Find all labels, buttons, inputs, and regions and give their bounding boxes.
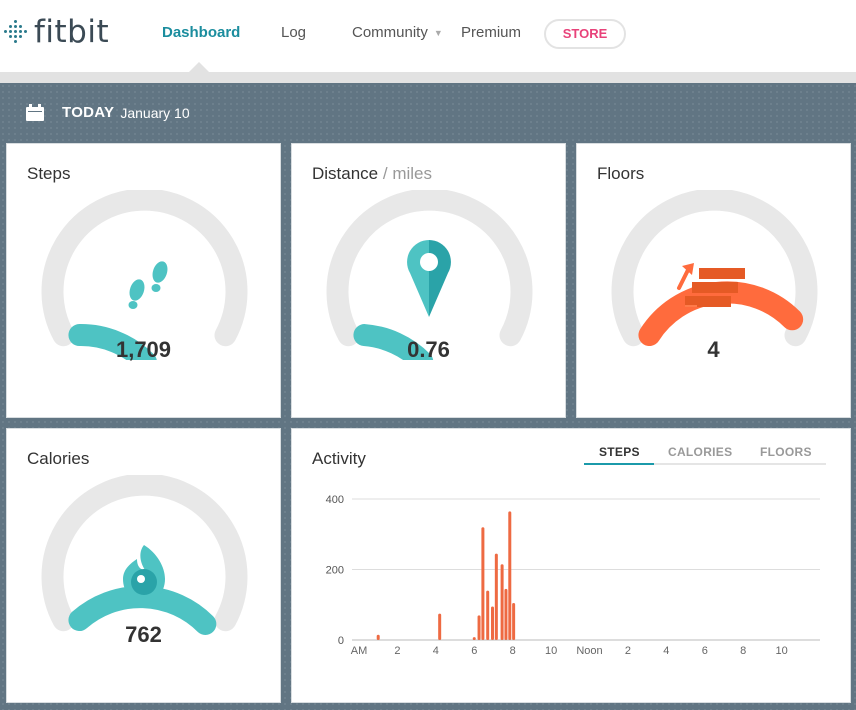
activity-bar: [477, 615, 481, 640]
y-tick-label: 400: [326, 494, 344, 506]
chevron-down-icon: ▼: [433, 28, 443, 39]
tab-calories[interactable]: CALORIES: [668, 445, 733, 459]
activity-bar: [472, 637, 476, 640]
nav-log[interactable]: Log: [281, 24, 307, 41]
x-tick-label: 4: [663, 645, 669, 657]
activity-bar: [376, 634, 380, 640]
x-tick-label: 10: [775, 645, 787, 657]
distance-title: Distance / miles: [312, 164, 432, 184]
calories-gauge: [41, 475, 248, 636]
active-tab-underline: [584, 463, 654, 465]
gauge-track: [326, 190, 533, 347]
calories-tile[interactable]: Calories 762: [6, 428, 281, 703]
steps-value: 1,709: [115, 337, 172, 362]
x-tick-label: 8: [510, 645, 516, 657]
location-pin-icon: [407, 240, 451, 317]
today-label: TODAY: [62, 104, 115, 121]
activity-bar: [486, 590, 490, 640]
activity-bar: [508, 511, 512, 640]
floors-tile[interactable]: Floors 4: [576, 143, 851, 418]
activity-bar: [490, 606, 494, 640]
distance-gauge-progress: [353, 324, 434, 360]
steps-title: Steps: [27, 164, 71, 183]
activity-tile: Activity STEPS CALORIES FLOORS 0 200 400 AM…: [291, 428, 851, 703]
fitbit-logo[interactable]: fitbit: [4, 14, 109, 50]
x-tick-label: 6: [471, 645, 477, 657]
nav-premium[interactable]: Premium: [461, 24, 522, 41]
calendar-icon: [26, 104, 44, 121]
x-tick-label: 8: [740, 645, 746, 657]
active-nav-pointer: [188, 62, 210, 73]
nav-dashboard[interactable]: Dashboard: [162, 24, 241, 41]
x-tick-label: 10: [545, 645, 557, 657]
tab-steps[interactable]: STEPS: [599, 445, 640, 459]
date-selector[interactable]: TODAY January 10: [26, 104, 190, 121]
calories-title: Calories: [27, 449, 90, 468]
header-divider: [0, 72, 856, 83]
activity-chart: 0 200 400 AM 2 4 6 8 10 Noon 2 4 6 8 10: [326, 494, 820, 657]
floors-value: 4: [707, 337, 720, 362]
steps-gauge: [41, 190, 248, 360]
x-tick-label: AM: [351, 645, 368, 657]
x-tick-label: 2: [625, 645, 631, 657]
distance-unit: / miles: [382, 164, 432, 183]
activity-bar: [504, 588, 508, 640]
floors-gauge: [611, 190, 818, 347]
calories-value: 762: [125, 622, 162, 647]
top-navigation-bar: fitbit Dashboard Log Community ▼ Premium …: [0, 0, 856, 73]
steps-tile[interactable]: Steps 1,709: [6, 143, 281, 418]
today-date: January 10: [120, 104, 190, 121]
x-tick-label: Noon: [576, 645, 602, 657]
activity-title: Activity: [312, 449, 366, 468]
x-tick-label: 6: [702, 645, 708, 657]
activity-bar: [494, 553, 498, 640]
activity-tabs: STEPS CALORIES FLOORS: [584, 445, 826, 465]
nav-community-label: Community: [352, 24, 428, 41]
gauge-track: [41, 190, 248, 347]
activity-bar: [500, 564, 504, 640]
distance-tile[interactable]: Distance / miles 0.76: [291, 143, 566, 418]
logo-wordmark: fitbit: [34, 14, 110, 50]
distance-title-label: Distance: [312, 164, 379, 183]
store-button[interactable]: STORE: [544, 19, 626, 49]
stairs-icon: [677, 263, 745, 307]
fitbit-logo-icon: [4, 20, 28, 44]
footprints-icon: [128, 261, 168, 309]
activity-bar: [481, 527, 485, 640]
y-tick-label: 0: [338, 635, 344, 647]
gauge-track: [41, 475, 248, 632]
flame-icon: [123, 545, 165, 603]
activity-bar: [512, 602, 516, 640]
activity-bar: [438, 613, 442, 640]
tab-floors[interactable]: FLOORS: [760, 445, 812, 459]
floors-title: Floors: [597, 164, 645, 183]
distance-value: 0.76: [407, 337, 450, 362]
x-tick-label: 4: [433, 645, 439, 657]
steps-gauge-progress: [68, 324, 157, 360]
distance-gauge: [326, 190, 533, 360]
gauge-track: [611, 190, 818, 347]
y-tick-label: 200: [326, 565, 344, 577]
nav-community[interactable]: Community ▼: [352, 24, 443, 41]
x-tick-label: 2: [394, 645, 400, 657]
